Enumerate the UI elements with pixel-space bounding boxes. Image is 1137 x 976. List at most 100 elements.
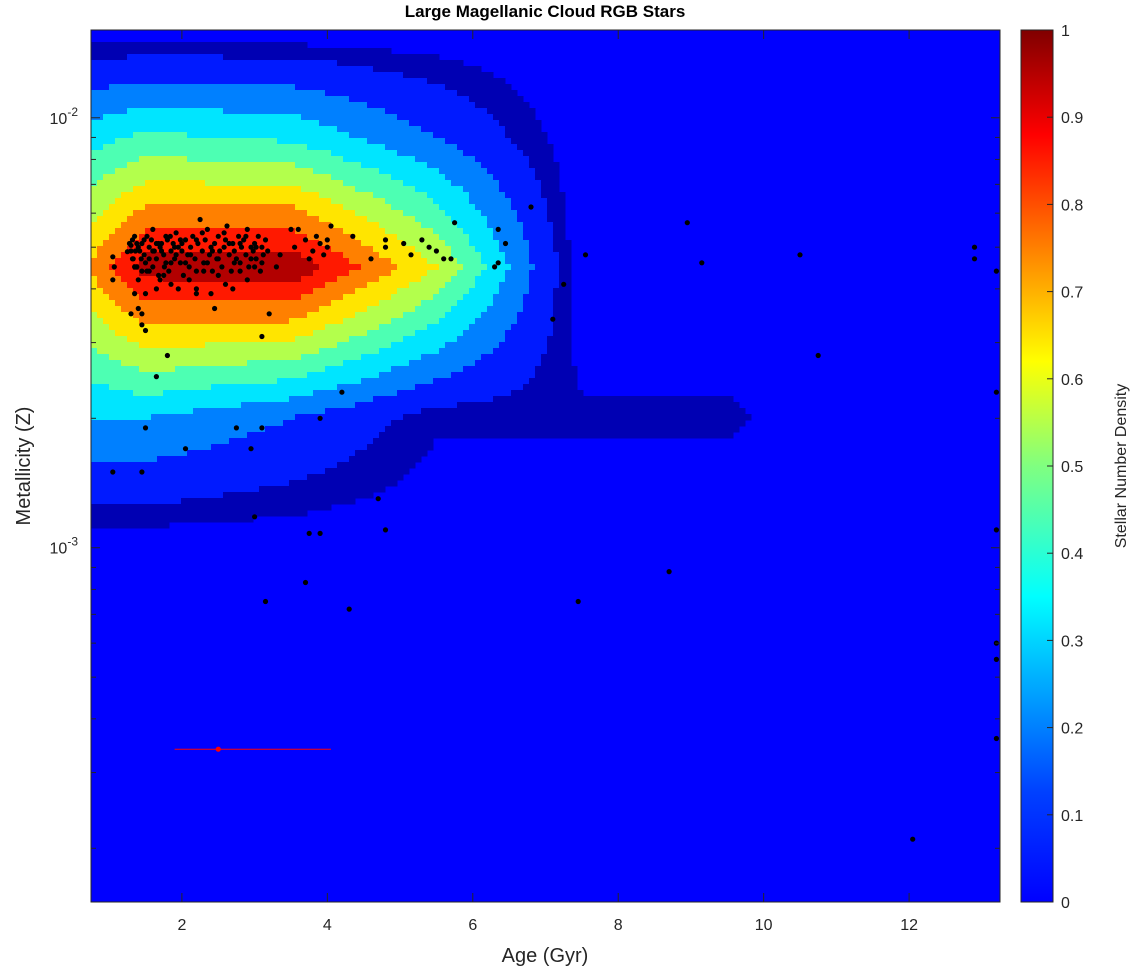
contour-cell bbox=[211, 282, 218, 289]
contour-cell bbox=[247, 120, 254, 127]
contour-cell bbox=[181, 228, 188, 235]
contour-cell bbox=[121, 186, 128, 193]
contour-cell bbox=[157, 264, 164, 271]
contour-cell bbox=[181, 114, 188, 121]
contour-cell bbox=[481, 354, 488, 361]
contour-cell bbox=[115, 132, 122, 139]
contour-cell bbox=[223, 144, 230, 151]
contour-cell bbox=[247, 336, 254, 343]
contour-cell bbox=[457, 300, 464, 307]
contour-cell bbox=[331, 168, 338, 175]
contour-cell bbox=[133, 408, 140, 415]
contour-cell bbox=[157, 216, 164, 223]
contour-cell bbox=[295, 102, 302, 109]
contour-cell bbox=[217, 330, 224, 337]
contour-cell bbox=[265, 330, 272, 337]
contour-cell bbox=[355, 54, 362, 61]
contour-cell bbox=[397, 366, 404, 373]
contour-cell bbox=[253, 150, 260, 157]
contour-cell bbox=[517, 192, 524, 199]
contour-cell bbox=[349, 102, 356, 109]
contour-cell bbox=[241, 420, 248, 427]
contour-cell bbox=[733, 408, 740, 415]
contour-cell bbox=[487, 312, 494, 319]
contour-cell bbox=[103, 168, 110, 175]
contour-cell bbox=[433, 108, 440, 115]
contour-cell bbox=[223, 234, 230, 241]
contour-cell bbox=[283, 258, 290, 265]
contour-cell bbox=[289, 192, 296, 199]
contour-cell bbox=[265, 174, 272, 181]
contour-cell bbox=[403, 138, 410, 145]
contour-cell bbox=[355, 78, 362, 85]
contour-cell bbox=[547, 198, 554, 205]
contour-cell bbox=[355, 114, 362, 121]
contour-cell bbox=[241, 144, 248, 151]
contour-cell bbox=[451, 258, 458, 265]
contour-cell bbox=[271, 378, 278, 385]
contour-cell bbox=[427, 90, 434, 97]
contour-cell bbox=[199, 342, 206, 349]
contour-cell bbox=[529, 234, 536, 241]
contour-cell bbox=[193, 150, 200, 157]
contour-cell bbox=[271, 330, 278, 337]
contour-cell bbox=[229, 42, 236, 49]
contour-cell bbox=[481, 240, 488, 247]
contour-cell bbox=[415, 276, 422, 283]
contour-cell bbox=[451, 180, 458, 187]
contour-cell bbox=[313, 240, 320, 247]
contour-cell bbox=[385, 84, 392, 91]
contour-cell bbox=[475, 186, 482, 193]
contour-cell bbox=[493, 318, 500, 325]
contour-cell bbox=[217, 354, 224, 361]
contour-cell bbox=[187, 342, 194, 349]
contour-cell bbox=[445, 336, 452, 343]
contour-cell bbox=[307, 264, 314, 271]
contour-cell bbox=[409, 66, 416, 73]
contour-cell bbox=[361, 246, 368, 253]
contour-cell bbox=[337, 84, 344, 91]
contour-cell bbox=[253, 144, 260, 151]
contour-cell bbox=[559, 300, 566, 307]
contour-cell bbox=[667, 396, 674, 403]
contour-cell bbox=[139, 150, 146, 157]
contour-cell bbox=[517, 114, 524, 121]
contour-cell bbox=[301, 348, 308, 355]
contour-cell bbox=[187, 324, 194, 331]
contour-cell bbox=[685, 402, 692, 409]
contour-cell bbox=[511, 336, 518, 343]
contour-cell bbox=[91, 300, 98, 307]
contour-cell bbox=[199, 186, 206, 193]
contour-cell bbox=[469, 198, 476, 205]
contour-cell bbox=[289, 300, 296, 307]
contour-cell bbox=[211, 420, 218, 427]
contour-cell bbox=[505, 186, 512, 193]
contour-cell bbox=[451, 396, 458, 403]
contour-cell bbox=[103, 270, 110, 277]
contour-cell bbox=[505, 312, 512, 319]
contour-cell bbox=[409, 318, 416, 325]
contour-cell bbox=[139, 390, 146, 397]
contour-cell bbox=[493, 102, 500, 109]
contour-cell bbox=[127, 234, 134, 241]
contour-cell bbox=[223, 102, 230, 109]
contour-cell bbox=[169, 306, 176, 313]
contour-cell bbox=[223, 336, 230, 343]
contour-cell bbox=[367, 192, 374, 199]
contour-cell bbox=[127, 360, 134, 367]
contour-cell bbox=[229, 348, 236, 355]
contour-cell bbox=[289, 96, 296, 103]
contour-cell bbox=[151, 222, 158, 229]
contour-cell bbox=[205, 420, 212, 427]
contour-cell bbox=[301, 282, 308, 289]
contour-cell bbox=[313, 150, 320, 157]
contour-cell bbox=[187, 150, 194, 157]
contour-cell bbox=[163, 78, 170, 85]
contour-cell bbox=[283, 168, 290, 175]
contour-cell bbox=[469, 156, 476, 163]
contour-cell bbox=[517, 396, 524, 403]
contour-cell bbox=[157, 54, 164, 61]
contour-cell bbox=[145, 192, 152, 199]
contour-cell bbox=[469, 216, 476, 223]
contour-cell bbox=[217, 192, 224, 199]
